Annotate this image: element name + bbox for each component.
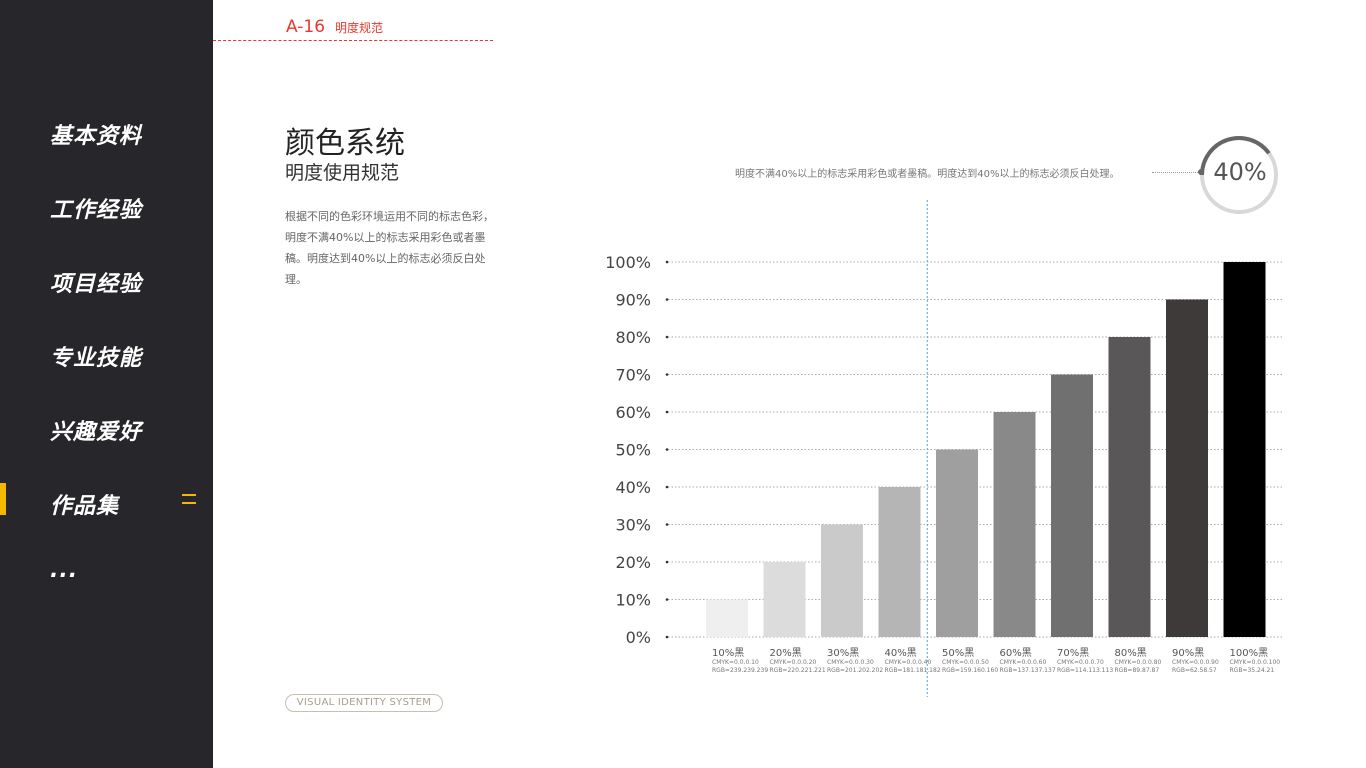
bar xyxy=(1166,299,1208,637)
bar xyxy=(878,487,921,637)
bar-label: 50%黑 xyxy=(942,647,974,659)
bar-rgb-label: RGB=114.113.113 xyxy=(1057,667,1113,674)
page-code-label: 明度规范 xyxy=(335,21,384,35)
y-tick-label: 90% xyxy=(615,291,651,310)
note-leader-line xyxy=(1152,172,1200,173)
sidebar: 基本资料 工作经验 项目经验 专业技能 兴趣爱好 作品集 ... xyxy=(0,0,213,768)
bar xyxy=(821,524,863,637)
bar-cmyk-label: CMYK=0.0.0.100 xyxy=(1230,659,1281,666)
y-tick-label: 70% xyxy=(615,366,651,385)
bar-label: 80%黑 xyxy=(1115,647,1147,659)
y-tick-label: 20% xyxy=(615,553,651,572)
ring-value: 40% xyxy=(1213,158,1267,186)
bar xyxy=(1108,337,1151,637)
bar xyxy=(763,562,806,637)
y-tick-label: 80% xyxy=(615,328,651,347)
tick-dot xyxy=(665,598,669,601)
header-divider xyxy=(213,40,493,41)
sidebar-item-portfolio[interactable]: 作品集 xyxy=(50,494,120,519)
bar-rgb-label: RGB=62.58.57 xyxy=(1172,667,1217,674)
active-indicator xyxy=(0,483,6,515)
ring-gauge xyxy=(1200,136,1278,214)
sidebar-item-hobbies[interactable]: 兴趣爱好 xyxy=(50,420,143,445)
bar-cmyk-label: CMYK=0.0.0.30 xyxy=(827,659,874,666)
bar xyxy=(936,449,978,637)
bar-rgb-label: RGB=159.160.160 xyxy=(942,667,998,674)
tick-dot xyxy=(665,560,669,564)
bar-label: 100%黑 xyxy=(1230,647,1269,659)
bar-rgb-label: RGB=181.181.182 xyxy=(885,667,941,674)
sidebar-item-basic-info[interactable]: 基本资料 xyxy=(50,124,143,149)
sidebar-item-more[interactable]: ... xyxy=(50,558,79,583)
bar-cmyk-label: CMYK=0.0.0.70 xyxy=(1057,659,1104,666)
tick-dot xyxy=(665,635,669,639)
bar-rgb-label: RGB=201.202.202 xyxy=(827,667,883,674)
tick-dot xyxy=(665,410,669,414)
bar-label: 60%黑 xyxy=(1000,647,1032,659)
y-tick-label: 50% xyxy=(615,441,651,460)
ring-progress xyxy=(1200,136,1271,176)
bar-cmyk-label: CMYK=0.0.0.90 xyxy=(1172,659,1219,666)
chart-note: 明度不满40%以上的标志采用彩色或者墨稿。明度达到40%以上的标志必须反白处理。 xyxy=(735,169,1120,180)
bar-label: 70%黑 xyxy=(1057,647,1089,659)
y-tick-label: 0% xyxy=(626,628,651,647)
tick-dot xyxy=(665,523,669,526)
tick-dot xyxy=(665,298,669,301)
bar-cmyk-label: CMYK=0.0.0.40 xyxy=(885,659,932,666)
tick-dot xyxy=(665,485,669,489)
bar-cmyk-label: CMYK=0.0.0.20 xyxy=(770,659,817,666)
page-code: A-16 明度规范 xyxy=(286,17,383,37)
bar-rgb-label: RGB=89.87.87 xyxy=(1115,667,1160,674)
bar xyxy=(1223,262,1266,637)
bar-label: 40%黑 xyxy=(885,647,917,659)
sidebar-item-skills[interactable]: 专业技能 xyxy=(50,346,143,371)
bar-rgb-label: RGB=35.24.21 xyxy=(1230,667,1275,674)
menu-icon[interactable] xyxy=(182,494,196,506)
description-text: 根据不同的色彩环境运用不同的标志色彩，明度不满40%以上的标志采用彩色或者墨稿。… xyxy=(285,210,494,286)
y-tick-label: 60% xyxy=(615,403,651,422)
page-subtitle: 明度使用规范 xyxy=(285,162,400,184)
bar-label: 90%黑 xyxy=(1172,647,1204,659)
bar-cmyk-label: CMYK=0.0.0.10 xyxy=(712,659,759,666)
footer-badge: VISUAL IDENTITY SYSTEM xyxy=(285,694,443,712)
page-code-number: A-16 xyxy=(286,17,326,37)
tick-dot xyxy=(665,335,669,339)
bar-cmyk-label: CMYK=0.0.0.60 xyxy=(1000,659,1047,666)
tick-dot xyxy=(665,448,669,451)
bar-label: 20%黑 xyxy=(770,647,802,659)
page-title: 颜色系统 xyxy=(285,126,405,161)
bar-rgb-label: RGB=137.137.137 xyxy=(1000,667,1056,674)
bar-cmyk-label: CMYK=0.0.0.80 xyxy=(1115,659,1162,666)
bar-rgb-label: RGB=220.221.221 xyxy=(770,667,826,674)
y-tick-label: 100% xyxy=(605,253,651,272)
sidebar-item-work-experience[interactable]: 工作经验 xyxy=(50,198,143,223)
bar-cmyk-label: CMYK=0.0.0.50 xyxy=(942,659,989,666)
y-tick-label: 40% xyxy=(615,478,651,497)
bar xyxy=(993,412,1036,637)
bar-rgb-label: RGB=239.239.239 xyxy=(712,667,768,674)
tick-dot xyxy=(665,260,669,264)
sidebar-item-project-experience[interactable]: 项目经验 xyxy=(50,272,143,297)
y-tick-label: 30% xyxy=(615,516,651,535)
bar xyxy=(1051,374,1093,637)
tick-dot xyxy=(665,373,669,376)
bar-label: 10%黑 xyxy=(712,647,744,659)
y-tick-label: 10% xyxy=(615,591,651,610)
note-dot xyxy=(1198,169,1204,175)
bar-label: 30%黑 xyxy=(827,647,859,659)
bar xyxy=(706,599,748,637)
